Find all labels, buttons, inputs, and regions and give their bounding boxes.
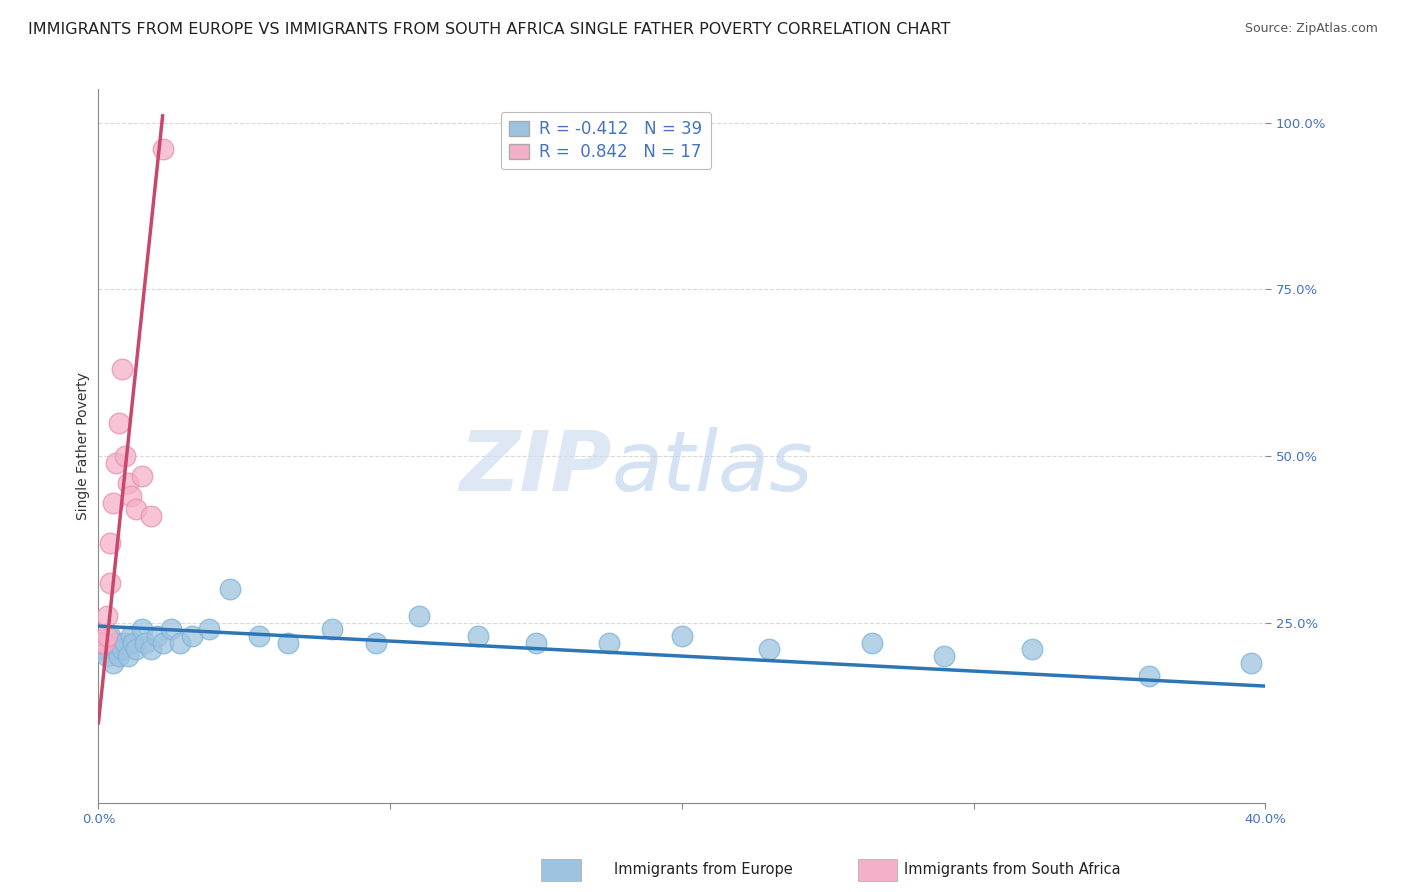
Point	[117, 475, 139, 490]
Point	[122, 636, 145, 650]
Point	[467, 629, 489, 643]
Text: Source: ZipAtlas.com: Source: ZipAtlas.com	[1244, 22, 1378, 36]
Point	[125, 642, 148, 657]
Point	[98, 629, 121, 643]
Point	[524, 636, 547, 650]
Point	[408, 609, 430, 624]
Point	[277, 636, 299, 650]
Y-axis label: Single Father Poverty: Single Father Poverty	[76, 372, 90, 520]
Text: atlas: atlas	[612, 427, 814, 508]
Point	[1240, 656, 1263, 670]
Point	[218, 582, 240, 597]
Point	[93, 636, 115, 650]
Point	[364, 636, 387, 650]
Point	[90, 642, 112, 657]
Point	[125, 502, 148, 516]
Point	[146, 629, 169, 643]
Point	[90, 636, 112, 650]
Point	[860, 636, 883, 650]
Text: Immigrants from South Africa: Immigrants from South Africa	[904, 863, 1121, 877]
Point	[104, 636, 127, 650]
Point	[117, 649, 139, 664]
Point	[93, 636, 115, 650]
Point	[114, 636, 136, 650]
Point	[108, 416, 131, 430]
Point	[180, 629, 202, 643]
Point	[139, 509, 162, 524]
Legend: R = -0.412   N = 39, R =  0.842   N = 17: R = -0.412 N = 39, R = 0.842 N = 17	[501, 112, 711, 169]
Point	[131, 469, 153, 483]
Point	[152, 142, 174, 156]
Text: IMMIGRANTS FROM EUROPE VS IMMIGRANTS FROM SOUTH AFRICA SINGLE FATHER POVERTY COR: IMMIGRANTS FROM EUROPE VS IMMIGRANTS FRO…	[28, 22, 950, 37]
Point	[160, 623, 183, 637]
Point	[169, 636, 191, 650]
Point	[139, 642, 162, 657]
Point	[671, 629, 693, 643]
Point	[101, 642, 124, 657]
Point	[152, 636, 174, 650]
Point	[111, 362, 134, 376]
Point	[598, 636, 620, 650]
Point	[134, 636, 156, 650]
Point	[111, 642, 134, 657]
Point	[934, 649, 956, 664]
Point	[114, 449, 136, 463]
Point	[96, 609, 118, 624]
Point	[120, 629, 142, 643]
Point	[758, 642, 780, 657]
Point	[108, 649, 131, 664]
Point	[98, 535, 121, 549]
Point	[321, 623, 343, 637]
Text: Immigrants from Europe: Immigrants from Europe	[613, 863, 793, 877]
Point	[98, 575, 121, 590]
Point	[131, 623, 153, 637]
Text: ZIP: ZIP	[460, 427, 612, 508]
Point	[198, 623, 221, 637]
Point	[101, 496, 124, 510]
Point	[96, 649, 118, 664]
Point	[120, 489, 142, 503]
Point	[104, 456, 127, 470]
Point	[1137, 669, 1160, 683]
Point	[1021, 642, 1043, 657]
Point	[96, 629, 118, 643]
Point	[247, 629, 270, 643]
Point	[101, 656, 124, 670]
